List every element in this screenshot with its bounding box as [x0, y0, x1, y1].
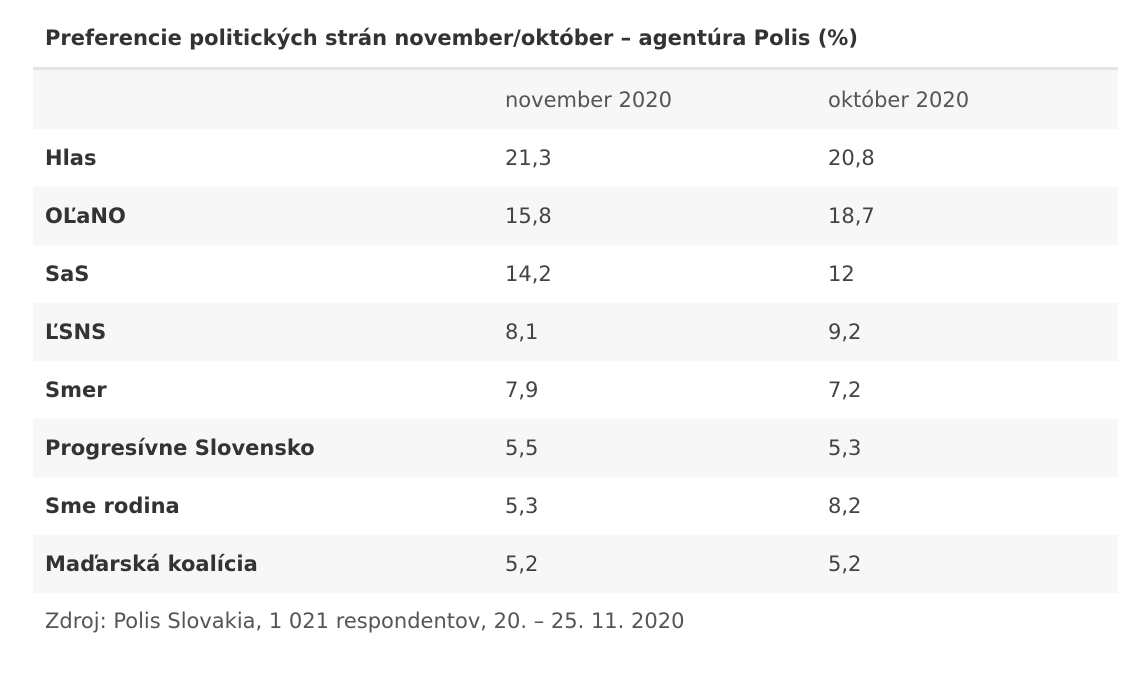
value-october: 5,3 — [828, 436, 862, 460]
header-cell-party — [33, 70, 505, 129]
party-name: Progresívne Slovensko — [45, 436, 315, 460]
value-november: 15,8 — [505, 204, 552, 228]
header-cell-october: október 2020 — [828, 87, 970, 112]
value-november: 21,3 — [505, 146, 552, 170]
value-october: 12 — [828, 262, 855, 286]
table-title: Preferencie politických strán november/o… — [33, 0, 1118, 70]
value-november: 5,5 — [505, 436, 539, 460]
party-name: Hlas — [45, 146, 97, 170]
value-october: 5,2 — [828, 552, 862, 576]
value-november: 5,3 — [505, 494, 539, 518]
value-november: 5,2 — [505, 552, 539, 576]
party-name: OĽaNO — [45, 204, 126, 228]
header-cell-november: november 2020 — [505, 87, 672, 112]
value-november: 8,1 — [505, 320, 539, 344]
value-october: 9,2 — [828, 320, 862, 344]
poll-table: november 2020 október 2020 Hlas 21,3 20,… — [33, 70, 1118, 593]
table-row: Sme rodina 5,3 8,2 — [33, 477, 1118, 535]
party-name: Sme rodina — [45, 494, 180, 518]
table-row: Smer 7,9 7,2 — [33, 361, 1118, 419]
value-november: 7,9 — [505, 378, 539, 402]
party-name: SaS — [45, 262, 90, 286]
table-row: Maďarská koalícia 5,2 5,2 — [33, 535, 1118, 593]
table-row: SaS 14,2 12 — [33, 245, 1118, 303]
value-october: 18,7 — [828, 204, 875, 228]
poll-table-widget: Preferencie politických strán november/o… — [33, 0, 1118, 633]
party-name: Smer — [45, 378, 107, 402]
source-note: Zdroj: Polis Slovakia, 1 021 respondento… — [45, 609, 685, 633]
table-row: ĽSNS 8,1 9,2 — [33, 303, 1118, 361]
value-november: 14,2 — [505, 262, 552, 286]
value-october: 7,2 — [828, 378, 862, 402]
value-october: 20,8 — [828, 146, 875, 170]
table-row: Progresívne Slovensko 5,5 5,3 — [33, 419, 1118, 477]
party-name: ĽSNS — [45, 320, 107, 344]
table-row: Hlas 21,3 20,8 — [33, 129, 1118, 187]
party-name: Maďarská koalícia — [45, 552, 258, 576]
value-october: 8,2 — [828, 494, 862, 518]
table-header-row: november 2020 október 2020 — [33, 70, 1118, 129]
table-row: OĽaNO 15,8 18,7 — [33, 187, 1118, 245]
